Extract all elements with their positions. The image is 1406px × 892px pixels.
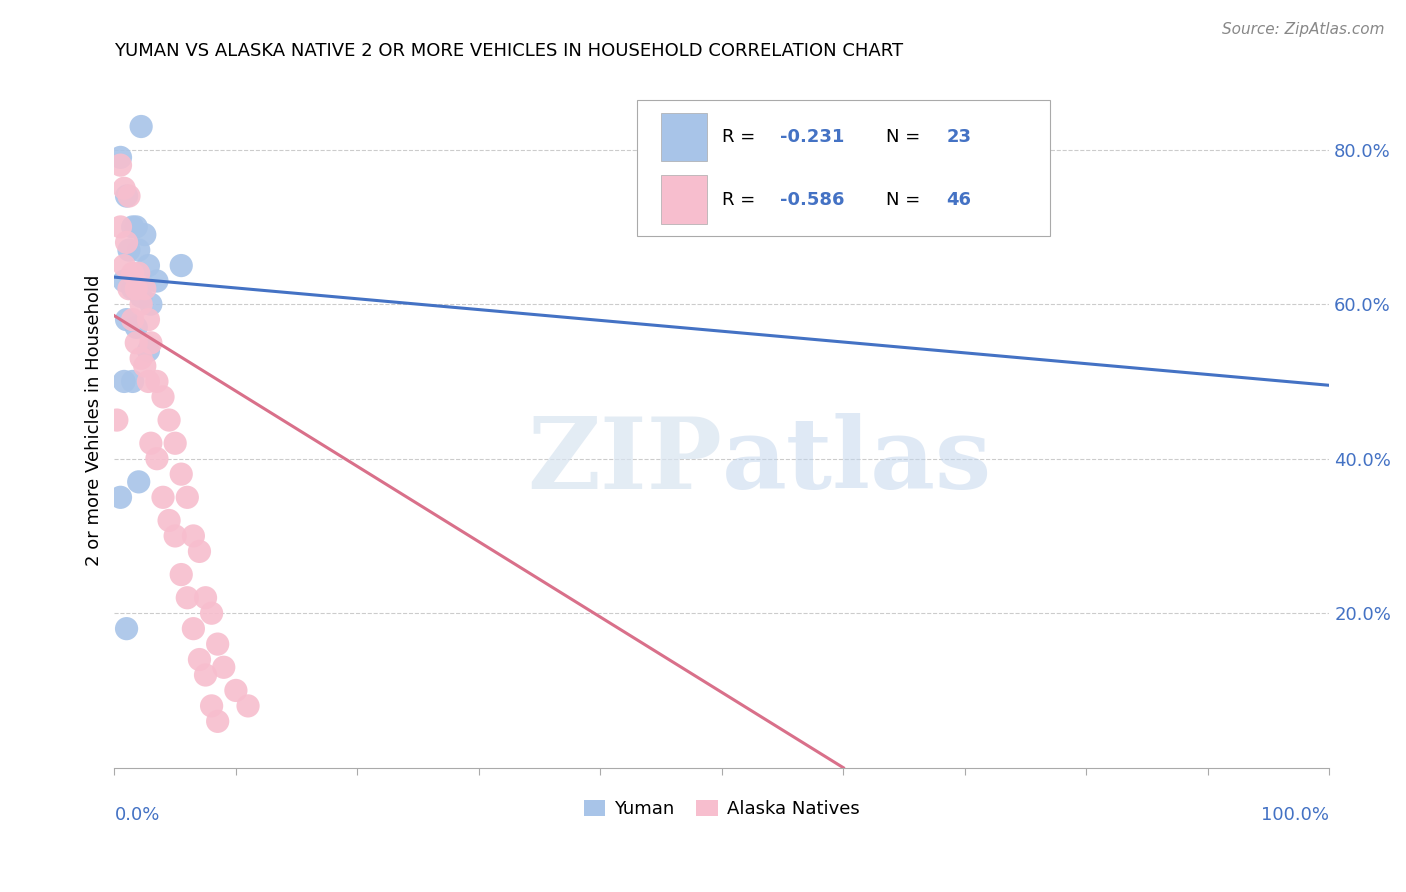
Point xyxy=(112,375,135,389)
Text: ZIP: ZIP xyxy=(527,413,721,510)
Point xyxy=(183,529,205,543)
Point xyxy=(139,335,162,350)
Point xyxy=(200,698,222,713)
Point xyxy=(110,158,132,172)
Point xyxy=(165,529,187,543)
Point xyxy=(138,259,160,273)
FancyBboxPatch shape xyxy=(661,112,707,161)
Text: R =: R = xyxy=(721,128,761,146)
Point xyxy=(157,514,180,528)
Point xyxy=(138,375,160,389)
Point xyxy=(170,567,193,582)
Y-axis label: 2 or more Vehicles in Household: 2 or more Vehicles in Household xyxy=(86,275,103,566)
Point xyxy=(134,359,156,373)
Point xyxy=(128,243,150,257)
Legend: Yuman, Alaska Natives: Yuman, Alaska Natives xyxy=(583,799,860,818)
Point xyxy=(152,491,174,505)
Point xyxy=(134,227,156,242)
Point xyxy=(121,266,143,280)
Point xyxy=(125,335,148,350)
Point xyxy=(125,219,148,234)
Point xyxy=(129,120,152,134)
Point xyxy=(118,189,141,203)
Point xyxy=(129,297,152,311)
Point xyxy=(121,282,143,296)
Point xyxy=(194,668,217,682)
Point xyxy=(129,351,152,366)
Point xyxy=(183,622,205,636)
Point xyxy=(105,413,128,427)
Point xyxy=(176,491,198,505)
Point xyxy=(146,274,169,288)
Point xyxy=(110,491,132,505)
Point xyxy=(170,467,193,482)
Text: YUMAN VS ALASKA NATIVE 2 OR MORE VEHICLES IN HOUSEHOLD CORRELATION CHART: YUMAN VS ALASKA NATIVE 2 OR MORE VEHICLE… xyxy=(114,42,904,60)
Text: N =: N = xyxy=(886,128,925,146)
Point xyxy=(200,606,222,620)
Point xyxy=(128,475,150,489)
Point xyxy=(188,544,211,558)
Text: 0.0%: 0.0% xyxy=(114,806,160,824)
Point xyxy=(207,714,229,729)
Point xyxy=(176,591,198,605)
Point xyxy=(112,259,135,273)
Point xyxy=(121,375,143,389)
Point xyxy=(138,312,160,326)
Point xyxy=(129,289,152,303)
Point xyxy=(152,390,174,404)
Text: 46: 46 xyxy=(946,191,972,209)
Point xyxy=(121,219,143,234)
Text: R =: R = xyxy=(721,191,761,209)
Point xyxy=(225,683,247,698)
Text: -0.231: -0.231 xyxy=(780,128,845,146)
Point xyxy=(207,637,229,651)
Point xyxy=(128,266,150,280)
Point xyxy=(146,375,169,389)
Text: Source: ZipAtlas.com: Source: ZipAtlas.com xyxy=(1222,22,1385,37)
Text: N =: N = xyxy=(886,191,925,209)
Point xyxy=(112,181,135,195)
Point xyxy=(115,312,138,326)
Point xyxy=(118,282,141,296)
Point xyxy=(115,235,138,250)
Point xyxy=(121,312,143,326)
Point xyxy=(125,282,148,296)
Text: 23: 23 xyxy=(946,128,972,146)
Text: 100.0%: 100.0% xyxy=(1261,806,1329,824)
Point xyxy=(139,436,162,450)
Point xyxy=(157,413,180,427)
Point xyxy=(212,660,235,674)
Text: atlas: atlas xyxy=(721,413,993,510)
Point xyxy=(110,219,132,234)
Point xyxy=(125,320,148,334)
Point xyxy=(194,591,217,605)
Point xyxy=(134,282,156,296)
Point xyxy=(170,259,193,273)
Point xyxy=(115,189,138,203)
Point xyxy=(188,652,211,666)
Point xyxy=(236,698,259,713)
Point xyxy=(118,243,141,257)
FancyBboxPatch shape xyxy=(661,176,707,224)
Point xyxy=(110,150,132,164)
Point xyxy=(112,274,135,288)
Point xyxy=(139,297,162,311)
Point xyxy=(115,622,138,636)
Point xyxy=(138,343,160,358)
Point xyxy=(146,451,169,466)
Point xyxy=(165,436,187,450)
Text: -0.586: -0.586 xyxy=(780,191,845,209)
FancyBboxPatch shape xyxy=(637,100,1050,235)
